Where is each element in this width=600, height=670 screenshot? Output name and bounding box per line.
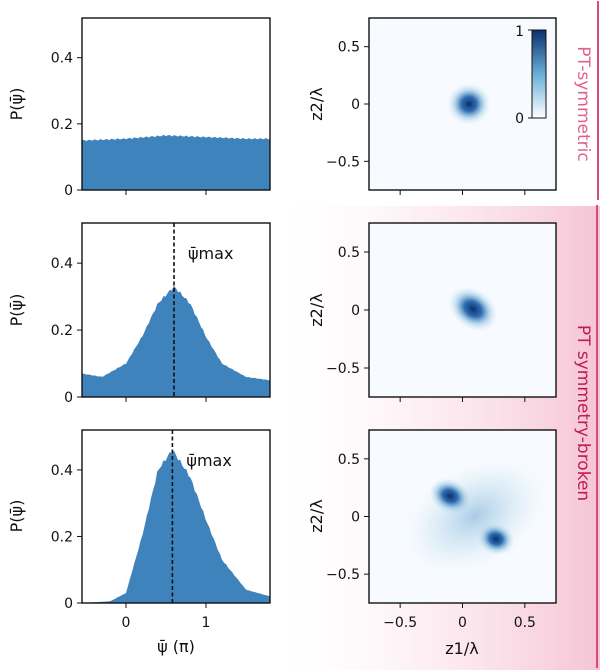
density-peak-2: [477, 522, 515, 556]
y-tick-label: 0.5: [338, 245, 360, 261]
y-tick-label: 0.5: [338, 452, 360, 468]
colorbar-label-min: 0: [515, 111, 524, 127]
map-xlabel: z1/λ: [445, 639, 478, 658]
y-tick-label: 0.2: [51, 323, 73, 339]
y-tick-label: 0: [64, 390, 73, 406]
max-marker-label: ψ̄max: [186, 451, 231, 470]
region-label-broken: PT symmetry-broken: [573, 325, 593, 501]
hist-ylabel-1: P(ψ̄): [7, 88, 26, 121]
histogram-panel-3: [81, 429, 271, 604]
x-tick-label: 1: [202, 615, 211, 631]
x-tick-label: 0: [458, 615, 467, 631]
y-tick-label: 0.4: [51, 256, 73, 272]
y-tick-label: −0.5: [326, 567, 360, 583]
hist-xlabel: ψ̄ (π): [157, 637, 195, 656]
x-tick-label: 0: [122, 615, 131, 631]
map-ylabel-2: z2/λ: [307, 293, 326, 326]
x-tick-label: −0.5: [383, 615, 417, 631]
y-tick-label: 0.2: [51, 529, 73, 545]
map-ylabel-1: z2/λ: [307, 87, 326, 120]
y-tick-label: −0.5: [326, 361, 360, 377]
max-marker-label: ψ̄max: [188, 244, 233, 263]
hist-ylabel-2: P(ψ̄): [7, 294, 26, 327]
y-tick-label: 0.4: [51, 463, 73, 479]
density-peak: [447, 83, 491, 125]
y-tick-label: 0.4: [51, 51, 73, 67]
x-tick-label: 0.5: [514, 615, 536, 631]
y-tick-label: 0.2: [51, 117, 73, 133]
y-tick-label: 0: [64, 596, 73, 612]
y-tick-label: 0: [64, 183, 73, 199]
y-tick-label: 0: [351, 510, 360, 526]
region-label-symmetric: PT-symmetric: [573, 46, 593, 161]
histogram-bars: [82, 450, 270, 603]
density-panel-1: 1 0: [368, 17, 557, 191]
histogram-bars: [82, 285, 270, 397]
colorbar: [531, 29, 547, 119]
density-peak-1: [428, 478, 472, 514]
histogram-frame: [81, 222, 271, 398]
density-panel-3: [368, 429, 557, 604]
hist-ylabel-3: P(ψ̄): [7, 500, 26, 533]
map-ylabel-3: z2/λ: [307, 499, 326, 532]
density-peak: [448, 286, 498, 332]
max-markers: ψ̄max ψ̄max: [171, 223, 233, 603]
histogram-frame: [81, 429, 271, 604]
colorbar-label-max: 1: [515, 24, 524, 40]
axis-ticks: 0 0.2 0.4 −0.5 0 0.5 0 0.2 0.4 −0.5 0 0.5 0 0.2 0.4 0 1 −…: [51, 40, 536, 631]
histogram-bars: [82, 134, 270, 190]
density-panel-2: [368, 222, 557, 398]
y-tick-label: 0.5: [338, 40, 360, 56]
y-tick-label: 0: [351, 97, 360, 113]
histogram-frame: [81, 17, 271, 191]
histogram-panel-1: [81, 17, 271, 191]
histogram-panel-2: [81, 222, 271, 398]
y-tick-label: 0: [351, 303, 360, 319]
y-tick-label: −0.5: [326, 154, 360, 170]
